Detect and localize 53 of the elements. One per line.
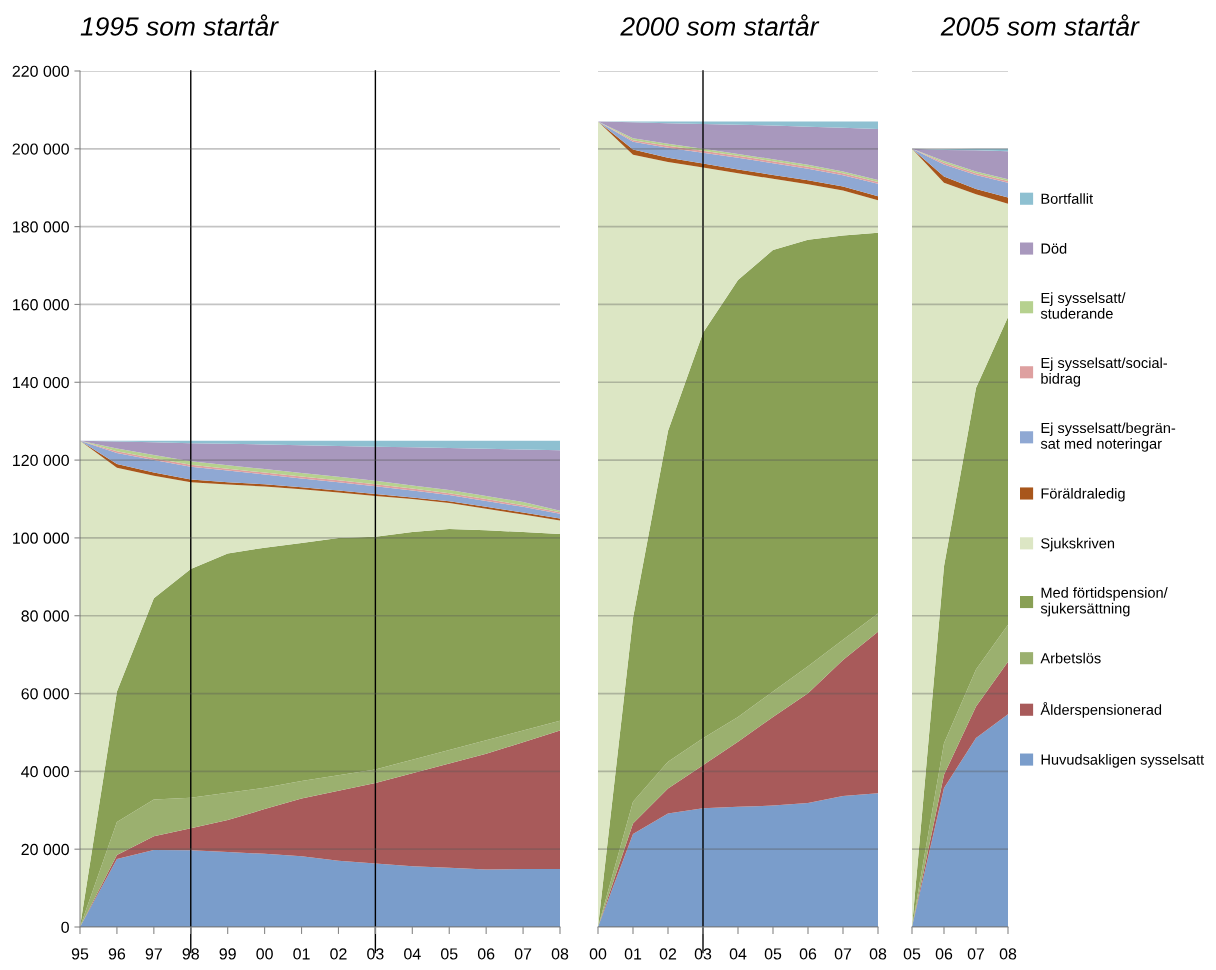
x-tick-label: 06 bbox=[477, 948, 495, 960]
x-tick-label: 06 bbox=[935, 948, 953, 960]
legend-label: Ej sysselsatt/begrän- sat med noteringar bbox=[1040, 422, 1176, 452]
x-tick-label: 00 bbox=[256, 948, 273, 960]
y-tick-label: 80 000 bbox=[21, 610, 69, 622]
y-tick-label: 60 000 bbox=[21, 688, 69, 700]
x-tick-label: 06 bbox=[799, 948, 817, 960]
chart-title: 2005 som startår bbox=[940, 14, 1140, 36]
x-tick-label: 99 bbox=[219, 948, 236, 960]
y-tick-label: 180 000 bbox=[13, 221, 69, 233]
x-tick-label: 01 bbox=[624, 948, 642, 960]
x-tick-label: 98 bbox=[182, 948, 199, 960]
x-tick-label: 00 bbox=[589, 948, 607, 960]
x-tick-label: 03 bbox=[694, 948, 712, 960]
y-tick-label: 100 000 bbox=[13, 532, 69, 544]
legend-label: Ålderspensionerad bbox=[1040, 701, 1162, 718]
x-tick-label: 08 bbox=[551, 948, 569, 960]
x-tick-label: 02 bbox=[330, 948, 347, 960]
x-tick-label: 05 bbox=[764, 948, 782, 960]
y-tick-label: 140 000 bbox=[13, 376, 69, 389]
x-tick-label: 01 bbox=[293, 948, 310, 960]
x-tick-label: 07 bbox=[967, 948, 985, 960]
legend-label: Död bbox=[1041, 243, 1067, 254]
y-tick-label: 200 000 bbox=[12, 143, 69, 155]
y-tick-label: 40 000 bbox=[21, 766, 69, 778]
legend-label: Sjukskriven bbox=[1041, 537, 1115, 552]
x-tick-label: 07 bbox=[514, 948, 532, 960]
y-tick-label: 220 000 bbox=[12, 65, 69, 77]
y-tick-label: 20 000 bbox=[21, 843, 69, 856]
y-tick-label: 160 000 bbox=[13, 299, 69, 311]
legend-label: Huvudsakligen sysselsatt bbox=[1041, 754, 1205, 768]
x-tick-label: 96 bbox=[108, 948, 126, 960]
x-tick-label: 97 bbox=[145, 948, 162, 960]
x-tick-label: 08 bbox=[999, 948, 1017, 960]
y-tick-label: 120 000 bbox=[13, 454, 69, 467]
chart-title: 2000 som startår bbox=[620, 14, 820, 36]
x-tick-label: 08 bbox=[869, 948, 887, 960]
x-tick-label: 05 bbox=[903, 948, 921, 960]
legend-label: Med förtidspension/ sjukersättning bbox=[1040, 587, 1168, 617]
legend-label: Bortfallit bbox=[1041, 193, 1093, 204]
legend-label: Föräldraledig bbox=[1041, 487, 1125, 502]
x-tick-label: 04 bbox=[729, 948, 747, 960]
x-tick-label: 95 bbox=[71, 948, 89, 960]
x-tick-label: 05 bbox=[440, 948, 458, 960]
x-tick-label: 04 bbox=[404, 948, 421, 960]
legend-label: Arbetslös bbox=[1040, 652, 1101, 664]
legend-label: Ej sysselsatt/social- bidrag bbox=[1041, 357, 1167, 387]
legend-label: Ej sysselsatt/ studerande bbox=[1040, 292, 1126, 319]
y-tick-label: 0 bbox=[61, 921, 69, 933]
x-tick-label: 07 bbox=[834, 948, 852, 960]
chart-title: 1995 som startår bbox=[80, 14, 279, 36]
x-tick-label: 03 bbox=[367, 948, 384, 960]
x-tick-label: 02 bbox=[659, 948, 677, 960]
